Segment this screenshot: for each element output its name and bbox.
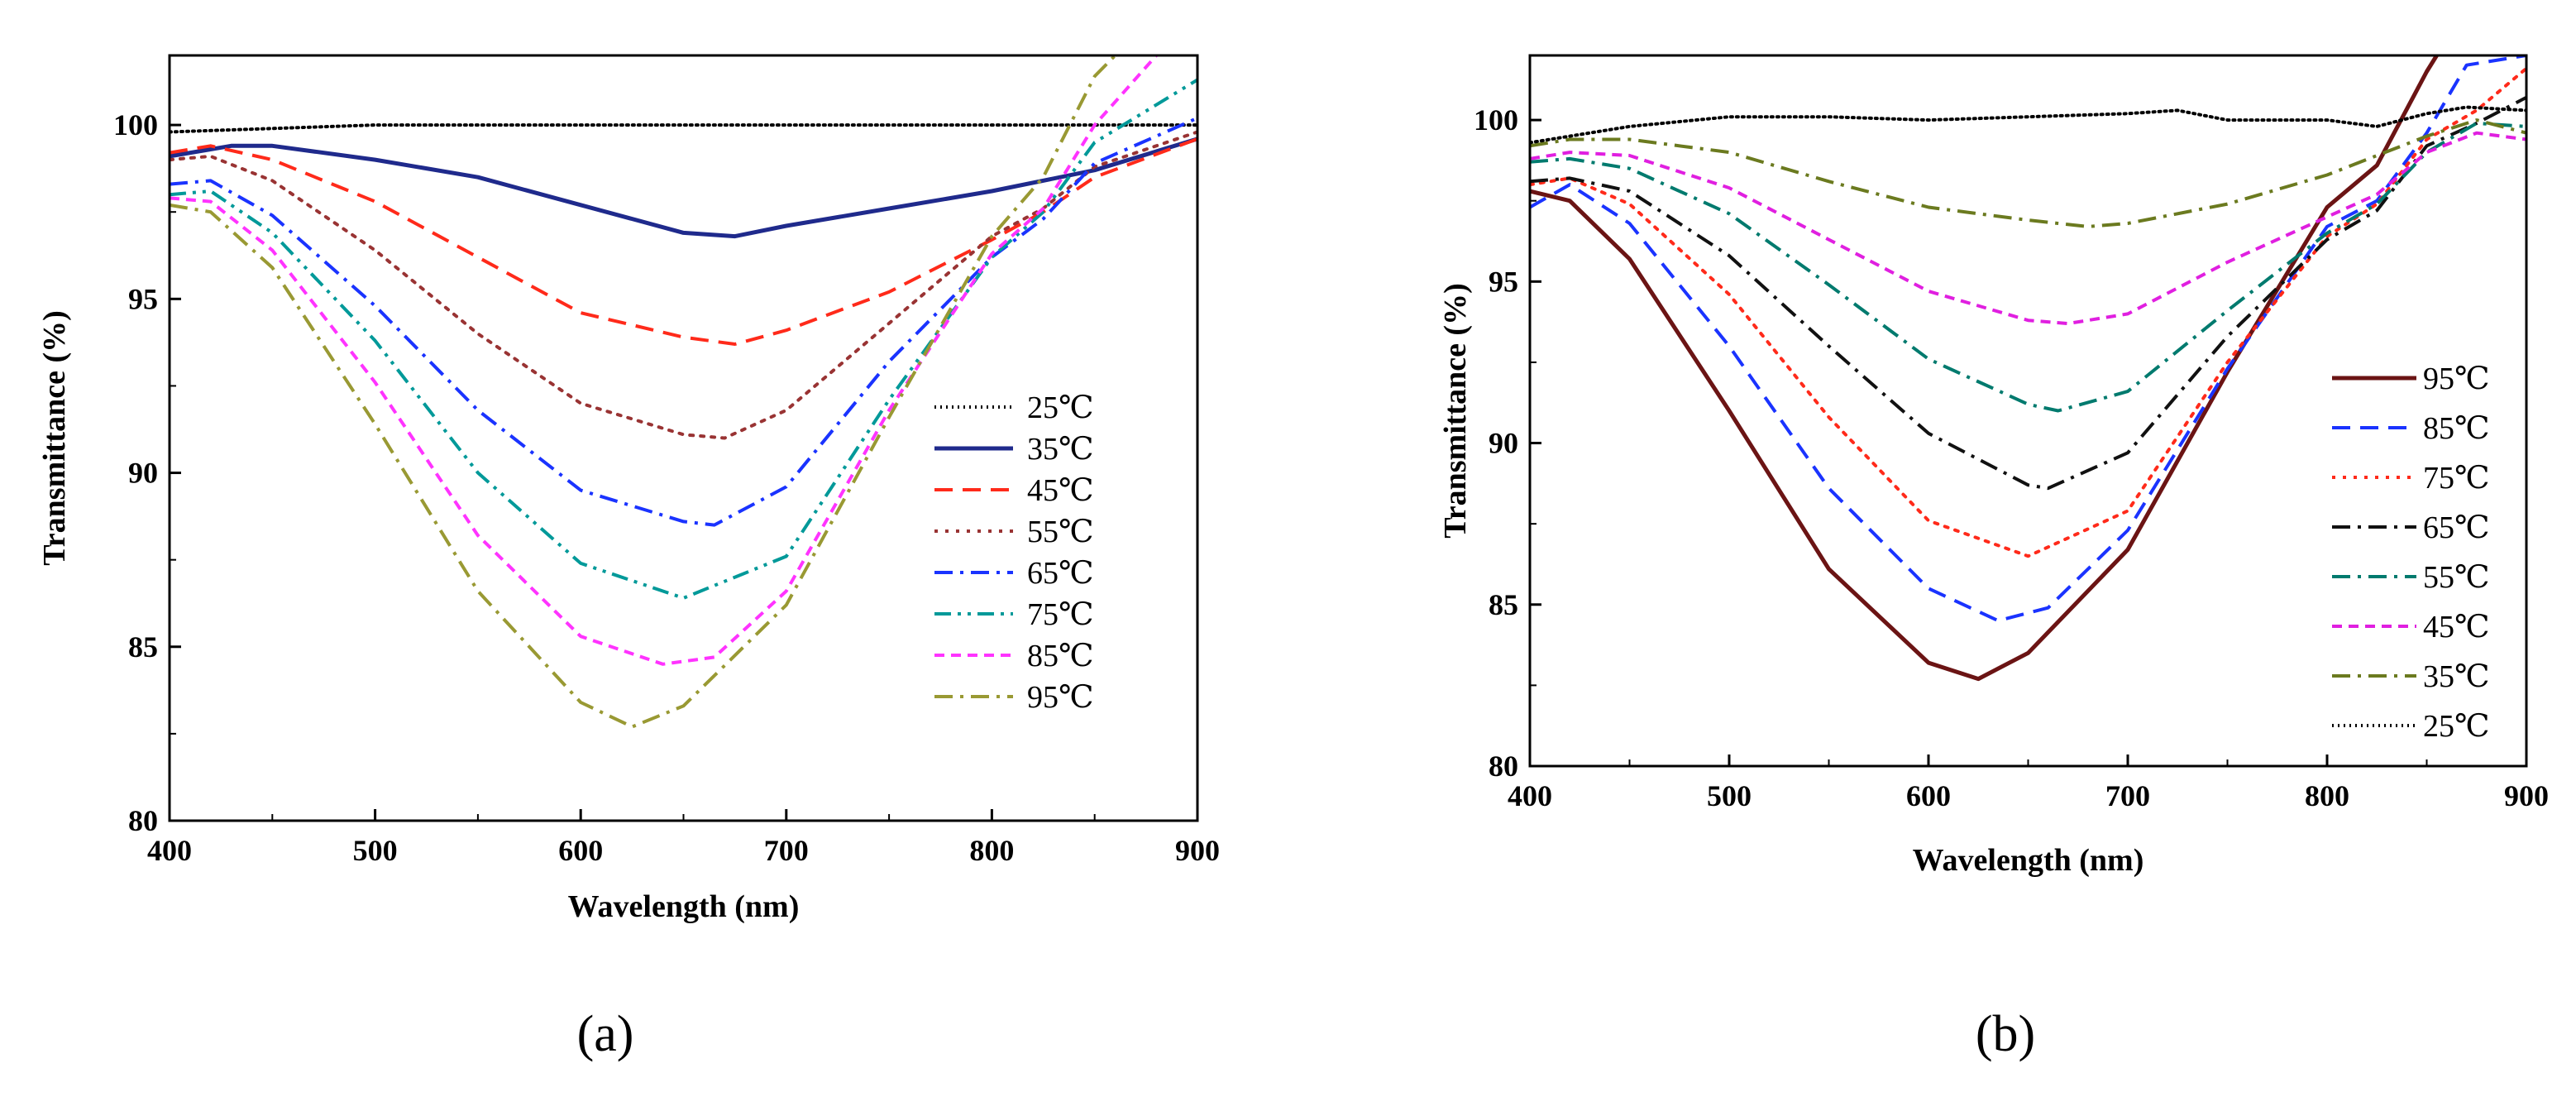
legend-label: 65℃ xyxy=(1027,556,1094,591)
series-group xyxy=(1530,55,2526,682)
panel-label: (b) xyxy=(1976,1006,2035,1062)
legend-label: 95℃ xyxy=(2423,362,2490,396)
series-line-75c xyxy=(1530,66,2526,558)
series-group xyxy=(170,55,1197,729)
x-tick-label: 800 xyxy=(969,834,1014,867)
legend-label: 35℃ xyxy=(2423,659,2490,694)
legend-label: 85℃ xyxy=(1027,639,1094,673)
x-tick-label: 500 xyxy=(353,834,398,867)
x-tick-label: 400 xyxy=(1508,779,1552,812)
series-line-65c xyxy=(170,116,1197,527)
series-line-35c xyxy=(170,137,1197,239)
legend: 95℃ 85℃ 75℃ 65℃ 55℃ 45℃ 35℃ 25℃ xyxy=(2332,362,2490,744)
legend-label: 85℃ xyxy=(2423,411,2490,446)
y-tick-label: 100 xyxy=(1474,103,1518,137)
legend-label: 45℃ xyxy=(2423,610,2490,644)
x-tick-label: 400 xyxy=(147,834,192,867)
x-axis-title: Wavelength (nm) xyxy=(568,889,800,924)
series-line-25c xyxy=(170,123,1197,134)
series-line-25c xyxy=(1530,105,2526,145)
x-tick-label: 900 xyxy=(2504,779,2549,812)
x-tick-label: 600 xyxy=(1906,779,1951,812)
legend-label: 75℃ xyxy=(1027,597,1094,632)
legend-label: 25℃ xyxy=(1027,390,1094,425)
legend-label: 95℃ xyxy=(1027,680,1094,715)
legend-label: 75℃ xyxy=(2423,461,2490,496)
y-axis-title: Transmittance (%) xyxy=(1438,283,1473,539)
chart-panel-a: 400 500 600 700 800 900 80 85 90 95 100 Wavelength … xyxy=(37,54,1220,1062)
legend-label: 25℃ xyxy=(2423,709,2490,744)
x-tick-label: 700 xyxy=(2105,779,2150,812)
y-tick-label: 85 xyxy=(128,630,158,663)
x-axis-title: Wavelength (nm) xyxy=(1913,843,2144,878)
legend-label: 35℃ xyxy=(1027,432,1094,467)
legend: 25℃ 35℃ 45℃ 55℃ 65℃ 75℃ 85℃ 95℃ xyxy=(934,390,1094,715)
y-tick-label: 95 xyxy=(128,282,158,315)
y-axis-title: Transmittance (%) xyxy=(37,310,72,566)
series-line-55c xyxy=(1530,122,2526,413)
series-line-55c xyxy=(170,130,1197,440)
series-line-85c xyxy=(170,55,1158,666)
series-line-45c xyxy=(1530,131,2526,326)
series-line-95c xyxy=(1530,55,2439,682)
series-line-45c xyxy=(170,137,1197,346)
x-tick-label: 600 xyxy=(558,834,603,867)
series-line-85c xyxy=(1530,55,2526,623)
y-tick-label: 80 xyxy=(128,804,158,837)
x-tick-label: 800 xyxy=(2305,779,2349,812)
x-tick-label: 900 xyxy=(1175,834,1220,867)
series-line-95c xyxy=(170,55,1117,729)
legend-label: 45℃ xyxy=(1027,473,1094,508)
y-tick-label: 90 xyxy=(128,457,158,490)
chart-panel-b: 400 500 600 700 800 900 80 85 90 95 100 Wavelength … xyxy=(1438,54,2549,1062)
series-line-75c xyxy=(170,78,1197,600)
y-tick-label: 85 xyxy=(1489,588,1518,621)
y-tick-label: 95 xyxy=(1489,265,1518,298)
x-tick-label: 500 xyxy=(1707,779,1752,812)
y-tick-label: 80 xyxy=(1489,750,1518,783)
legend-label: 55℃ xyxy=(2423,560,2490,595)
panel-label: (a) xyxy=(577,1006,634,1062)
legend-label: 55℃ xyxy=(1027,515,1094,549)
y-tick-label: 90 xyxy=(1489,427,1518,460)
series-line-65c xyxy=(1530,96,2526,491)
legend-label: 65℃ xyxy=(2423,510,2490,545)
y-tick-label: 100 xyxy=(113,108,158,141)
x-tick-label: 700 xyxy=(764,834,809,867)
